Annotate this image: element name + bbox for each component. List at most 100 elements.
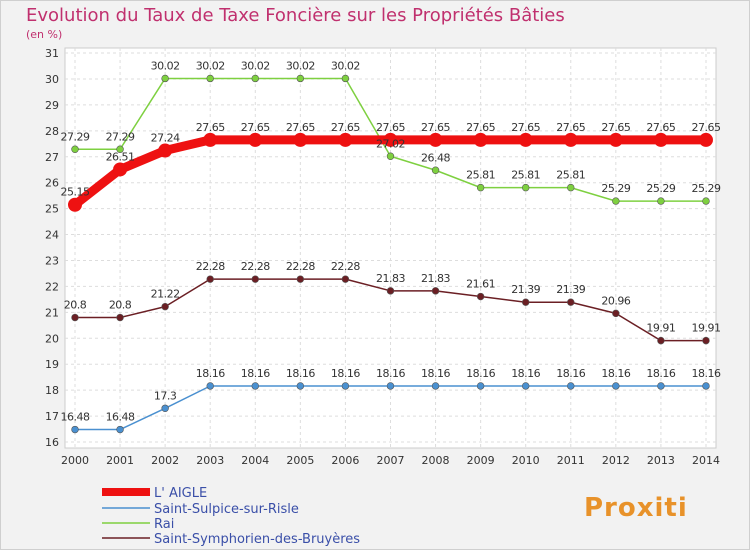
data-label: 18.16 [601,367,630,380]
data-label: 30.02 [286,59,315,72]
data-point [612,382,620,390]
data-point [71,145,79,153]
legend-label-saint-symphorien: Saint-Symphorien-des-Bruyères [154,532,360,547]
data-label: 18.16 [421,367,450,380]
data-point [657,382,665,390]
data-label: 27.65 [286,121,315,134]
y-tick-label: 23 [45,254,59,267]
axes: 16 17 18 19 20 21 22 23 24 25 26 27 28 29 30 31 2000 2001… [45,47,720,467]
data-label: 27.65 [691,121,720,134]
data-point [338,132,353,147]
y-tick-label: 17 [45,410,59,423]
data-label: 26.51 [106,150,135,163]
data-label: 18.16 [241,367,270,380]
data-point [251,74,259,83]
x-tick-label: 2000 [61,454,89,467]
data-point [567,298,575,306]
data-point [518,132,533,147]
data-point [657,336,665,345]
data-point [476,382,485,390]
data-label: 16.48 [61,411,90,424]
data-point [608,132,623,147]
x-tick-label: 2003 [196,454,224,467]
data-label: 16.48 [106,411,135,424]
data-point [248,132,263,147]
chart-title: Evolution du Taux de Taxe Foncière sur l… [26,5,565,26]
data-label: 27.65 [466,121,495,134]
data-point [653,132,668,147]
legend-label-laigle: L' AIGLE [154,486,207,501]
x-tick-label: 2014 [692,454,720,467]
data-label: 22.28 [241,260,270,273]
data-point [161,404,169,412]
data-point [612,197,620,205]
data-point [383,132,398,147]
data-label: 18.16 [196,367,225,380]
data-label: 21.61 [466,278,495,291]
data-point [341,382,350,390]
data-label: 27.65 [556,121,585,134]
data-point [116,313,124,322]
data-label: 20.8 [109,299,132,312]
x-tick-label: 2004 [241,454,269,467]
data-label: 27.65 [511,121,540,134]
y-tick-label: 30 [45,73,59,86]
data-label: 27.29 [106,130,135,143]
data-label: 18.16 [466,367,495,380]
data-label: 27.65 [601,121,630,134]
data-point [431,382,440,390]
data-label: 25.81 [511,169,540,182]
data-label: 22.28 [286,260,315,273]
y-tick-label: 16 [45,436,59,449]
y-tick-label: 24 [45,229,59,242]
y-tick-label: 28 [45,125,59,138]
data-point [657,197,665,205]
data-label: 25.81 [556,169,585,182]
series [68,74,713,434]
data-label: 30.02 [241,59,270,72]
data-point [251,275,259,283]
proxiti-logo: Proxiti [584,493,688,523]
data-label: 18.16 [286,367,315,380]
data-label: 30.02 [151,59,180,72]
data-label: 19.91 [646,322,675,335]
y-tick-label: 31 [45,47,59,60]
data-label: 20.96 [601,294,630,307]
data-label: 19.91 [691,322,720,335]
data-label: 26.48 [421,151,450,164]
y-tick-label: 29 [45,99,59,112]
x-tick-label: 2008 [422,454,450,467]
data-point [431,287,440,295]
data-point [116,145,124,153]
x-tick-label: 2009 [467,454,495,467]
unit-label: (en %) [26,28,63,41]
data-label: 30.02 [331,59,360,72]
y-tick-label: 20 [45,332,59,345]
data-point [296,275,305,283]
y-tick-label: 21 [45,306,59,319]
data-point [386,287,395,295]
data-label: 21.83 [376,272,405,285]
data-point [296,382,305,390]
data-label: 18.16 [556,367,585,380]
data-point [698,132,713,147]
data-label: 27.65 [196,121,225,134]
grid [64,47,717,449]
data-label: 21.22 [151,288,180,301]
legend: L' AIGLE Saint-Sulpice-sur-Risle Rai Sai… [102,486,360,547]
data-point [567,183,575,192]
x-tick-label: 2005 [286,454,314,467]
data-label: 30.02 [196,59,225,72]
data-point [206,275,214,283]
data-label: 25.15 [61,186,90,199]
x-tick-label: 2002 [151,454,179,467]
data-point [563,132,578,147]
data-point [161,74,169,83]
y-tick-label: 22 [45,280,59,293]
data-point [206,74,214,83]
x-tick-label: 2010 [512,454,540,467]
y-tick-label: 19 [45,358,59,371]
data-label: 25.29 [691,182,720,195]
data-point [612,309,620,318]
